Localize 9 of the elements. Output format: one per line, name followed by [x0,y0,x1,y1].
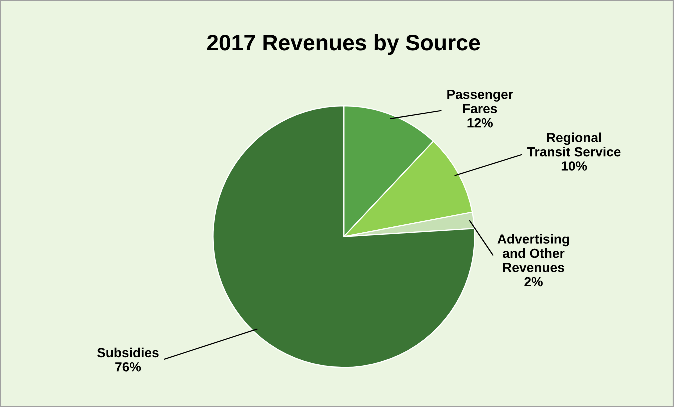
chart-title: 2017 Revenues by Source [207,34,480,56]
slice-label: Passenger Fares [448,90,514,114]
data-label: 2% [524,277,543,287]
data-label: 12% [468,118,493,128]
slice-label: Regional Transit Service [528,132,621,157]
data-label: 76% [116,362,142,372]
slice-label: Subsidies [97,348,159,358]
data-label: 10% [562,162,588,171]
slice-label: Advertising and Other Revenues [498,234,570,272]
